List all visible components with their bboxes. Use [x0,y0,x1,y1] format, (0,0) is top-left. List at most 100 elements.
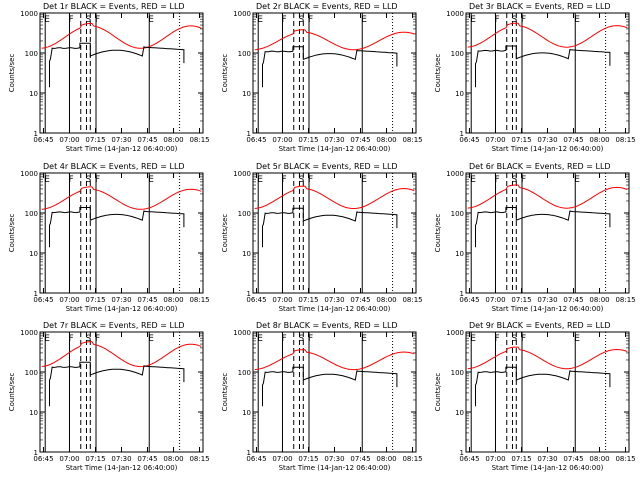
panel: Det 7r BLACK = Events, RED = LLD 1 10 100 10… [8,321,210,472]
x-tick-label: 08:15 [189,296,209,304]
y-axis-label: Counts/sec [8,54,16,93]
time-marker-label: F [521,15,526,25]
x-tick-label: 08:15 [402,455,422,463]
x-tick-label: 07:00 [272,455,292,463]
y-tick-label: 10 [455,250,464,258]
time-marker-label: S [511,15,517,25]
panel: Det 5r BLACK = Events, RED = LLD 1 10 100 10… [221,162,423,313]
events-series-line [475,366,611,407]
x-axis-label: Start Time (14-Jan-12 06:40:00) [492,305,604,313]
time-marker-label: F [281,334,286,344]
x-tick-label: 07:00 [485,455,505,463]
x-tick-label: 07:30 [111,296,131,304]
y-axis-label: Counts/sec [434,373,442,412]
y-tick-label: 10 [29,250,38,258]
time-marker-label: E [257,175,263,185]
panel-title: Det 9r BLACK = Events, RED = LLD [469,321,611,330]
panel: Det 2r BLACK = Events, RED = LLD 1 10 100 10… [221,2,423,153]
y-tick-label: 1000 [233,329,251,337]
y-tick-label: 1000 [20,10,38,18]
time-marker-label: F [95,334,100,344]
x-axis-label: Start Time (14-Jan-12 06:40:00) [492,145,604,153]
x-axis-label: Start Time (14-Jan-12 06:40:00) [279,305,391,313]
time-marker-label: E [574,334,580,344]
events-series-line [262,46,398,88]
time-marker-label: E [148,15,154,25]
time-marker-label: F [521,175,526,185]
panel: Det 6r BLACK = Events, RED = LLD 1 10 100 10… [434,162,636,313]
time-marker-label: E [574,175,580,185]
x-tick-label: 07:30 [537,455,557,463]
x-tick-label: 07:45 [137,296,157,304]
panel-title: Det 3r BLACK = Events, RED = LLD [469,2,611,11]
x-tick-label: 08:15 [402,136,422,144]
x-tick-label: 08:00 [376,455,396,463]
x-tick-label: 06:45 [459,455,479,463]
plot-frame [252,12,417,134]
panel-title: Det 2r BLACK = Events, RED = LLD [256,2,398,11]
x-tick-label: 07:15 [511,455,531,463]
x-tick-label: 07:30 [111,455,131,463]
x-tick-label: 07:30 [324,455,344,463]
time-marker-label: S [511,334,517,344]
time-marker-label: S [298,15,304,25]
time-marker-label: S [85,334,91,344]
events-series-line [49,207,185,248]
y-tick-label: 100 [238,369,251,377]
panel: Det 3r BLACK = Events, RED = LLD 1 10 100 10… [434,2,636,153]
x-tick-label: 07:15 [85,136,105,144]
time-marker-label: E [361,15,367,25]
x-axis-label: Start Time (14-Jan-12 06:40:00) [279,464,391,472]
x-axis-label: Start Time (14-Jan-12 06:40:00) [492,464,604,472]
x-tick-label: 07:30 [537,136,557,144]
y-tick-label: 100 [25,369,38,377]
time-marker-label: F [521,334,526,344]
time-marker-label: F [68,15,73,25]
plot-frame [465,12,630,134]
x-tick-label: 08:15 [615,296,635,304]
time-marker-label: E [470,334,476,344]
time-marker-label: E [257,15,263,25]
time-marker-label: S [85,175,91,185]
x-axis-label: Start Time (14-Jan-12 06:40:00) [66,305,178,313]
time-marker-label: S [298,175,304,185]
x-tick-label: 07:00 [59,136,79,144]
events-series-line [49,42,185,88]
y-tick-label: 10 [29,409,38,417]
lld-series-line [254,349,415,371]
panel: Det 9r BLACK = Events, RED = LLD 1 10 100 10… [434,321,636,472]
x-tick-label: 07:30 [537,296,557,304]
time-marker-label: F [281,15,286,25]
y-tick-label: 100 [238,50,251,58]
x-tick-label: 07:15 [298,455,318,463]
x-axis-label: Start Time (14-Jan-12 06:40:00) [279,145,391,153]
time-marker-label: E [361,175,367,185]
x-tick-label: 06:45 [459,136,479,144]
x-tick-label: 07:15 [511,136,531,144]
y-tick-label: 1 [247,290,251,298]
y-tick-label: 100 [451,369,464,377]
time-marker-label: E [470,175,476,185]
y-tick-label: 1000 [20,170,38,178]
events-series-line [262,207,398,248]
y-axis-label: Counts/sec [221,214,229,253]
time-marker-label: F [308,334,313,344]
x-tick-label: 06:45 [459,296,479,304]
y-tick-label: 1 [247,130,251,138]
x-tick-label: 08:00 [589,455,609,463]
time-marker-label: E [574,15,580,25]
x-tick-label: 07:45 [137,455,157,463]
time-marker-label: E [44,334,50,344]
y-axis-label: Counts/sec [221,54,229,93]
x-tick-label: 07:45 [563,296,583,304]
x-tick-label: 07:15 [298,296,318,304]
y-tick-label: 100 [451,50,464,58]
y-axis-label: Counts/sec [434,214,442,253]
x-tick-label: 07:15 [85,455,105,463]
panel-title: Det 5r BLACK = Events, RED = LLD [256,162,398,171]
x-tick-label: 07:45 [350,296,370,304]
plot-frame [252,331,417,453]
x-tick-label: 06:45 [246,296,266,304]
x-axis-label: Start Time (14-Jan-12 06:40:00) [66,145,178,153]
